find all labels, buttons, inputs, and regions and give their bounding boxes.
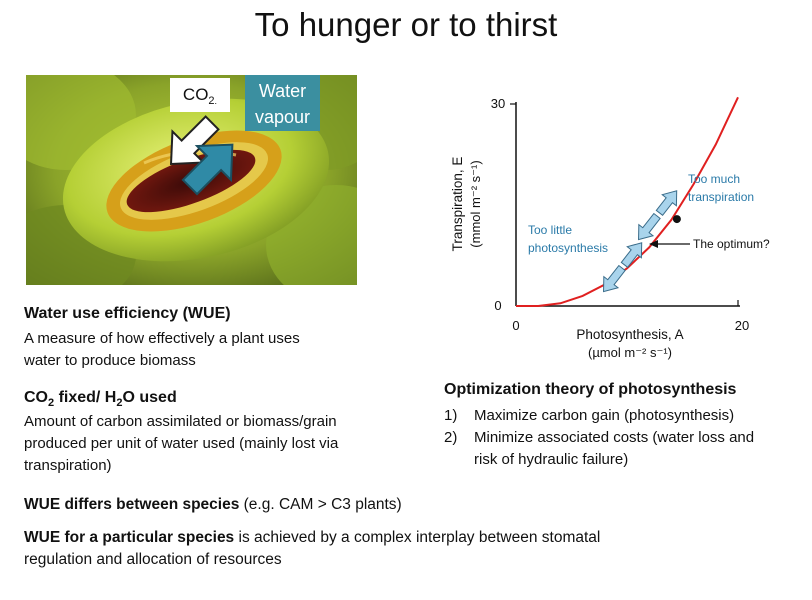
too-much-label-2: transpiration bbox=[688, 190, 754, 204]
optimization-chart: 0 30 0 20 Photosynthesis, A (µmol m⁻² s⁻… bbox=[450, 96, 770, 360]
x-tick-label-0: 0 bbox=[512, 318, 519, 333]
too-little-arrow bbox=[603, 242, 643, 293]
optimum-label: The optimum? bbox=[693, 237, 770, 251]
x-axis-label-1: Photosynthesis, A bbox=[576, 327, 683, 342]
optimization-title: Optimization theory of photosynthesis bbox=[444, 381, 737, 398]
optimization-item: 2) Minimize associated costs (water loss… bbox=[444, 429, 755, 468]
ratio-definition: Amount of carbon assimilated or biomass/… bbox=[24, 413, 339, 474]
y-tick-label-0: 0 bbox=[494, 298, 501, 313]
wue-heading: Water use efficiency (WUE) bbox=[24, 305, 231, 322]
y-tick-label-30: 30 bbox=[491, 96, 505, 111]
optimum-point bbox=[672, 215, 681, 224]
slide-title: To hunger or to thirst bbox=[254, 6, 558, 43]
too-much-arrow bbox=[638, 190, 678, 241]
co2-label: CO2. bbox=[170, 78, 230, 112]
optimum-pointer-head bbox=[649, 240, 658, 248]
y-axis-label-1: Transpiration, E bbox=[450, 157, 465, 252]
too-little-label-2: photosynthesis bbox=[528, 241, 608, 255]
too-much-label-1: Too much bbox=[688, 172, 740, 186]
y-axis-label-2: (mmol m⁻² s⁻¹) bbox=[468, 160, 483, 247]
optimization-list: 1) Maximize carbon gain (photosynthesis)… bbox=[444, 405, 784, 471]
transpiration-curve bbox=[516, 96, 739, 307]
x-tick-label-20: 20 bbox=[735, 318, 749, 333]
water-vapour-label: Water vapour bbox=[245, 75, 320, 131]
too-little-label-1: Too little bbox=[528, 223, 572, 237]
wue-definition: A measure of how effectively a plant use… bbox=[24, 330, 300, 369]
x-axis-label-2: (µmol m⁻² s⁻¹) bbox=[588, 345, 672, 360]
species-statement: WUE differs between species (e.g. CAM > … bbox=[24, 496, 402, 513]
optimization-item: 1) Maximize carbon gain (photosynthesis) bbox=[444, 407, 735, 424]
particular-statement: WUE for a particular species is achieved… bbox=[24, 529, 601, 568]
ratio-heading: CO2 fixed/ H2O used bbox=[24, 389, 177, 410]
